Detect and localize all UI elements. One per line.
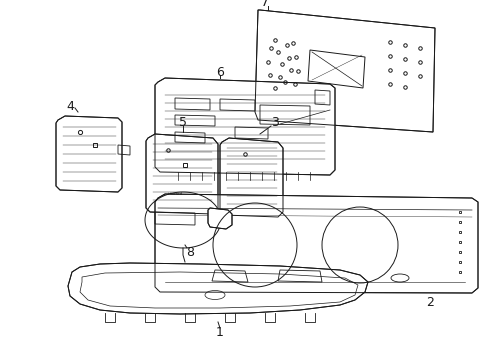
Polygon shape [155,194,478,293]
Text: 5: 5 [179,117,187,130]
Text: i board: i board [168,192,182,196]
Text: 6: 6 [216,66,224,78]
Polygon shape [56,116,122,192]
Text: 8: 8 [186,246,194,258]
Polygon shape [146,134,218,214]
Polygon shape [255,10,435,132]
Text: 3: 3 [271,116,279,129]
Text: 2: 2 [426,296,434,309]
Polygon shape [155,78,335,175]
Text: 7: 7 [261,0,269,9]
Polygon shape [68,263,368,314]
Polygon shape [220,138,283,217]
Text: 4: 4 [66,99,74,112]
Polygon shape [208,208,232,229]
Text: 1: 1 [216,325,224,338]
